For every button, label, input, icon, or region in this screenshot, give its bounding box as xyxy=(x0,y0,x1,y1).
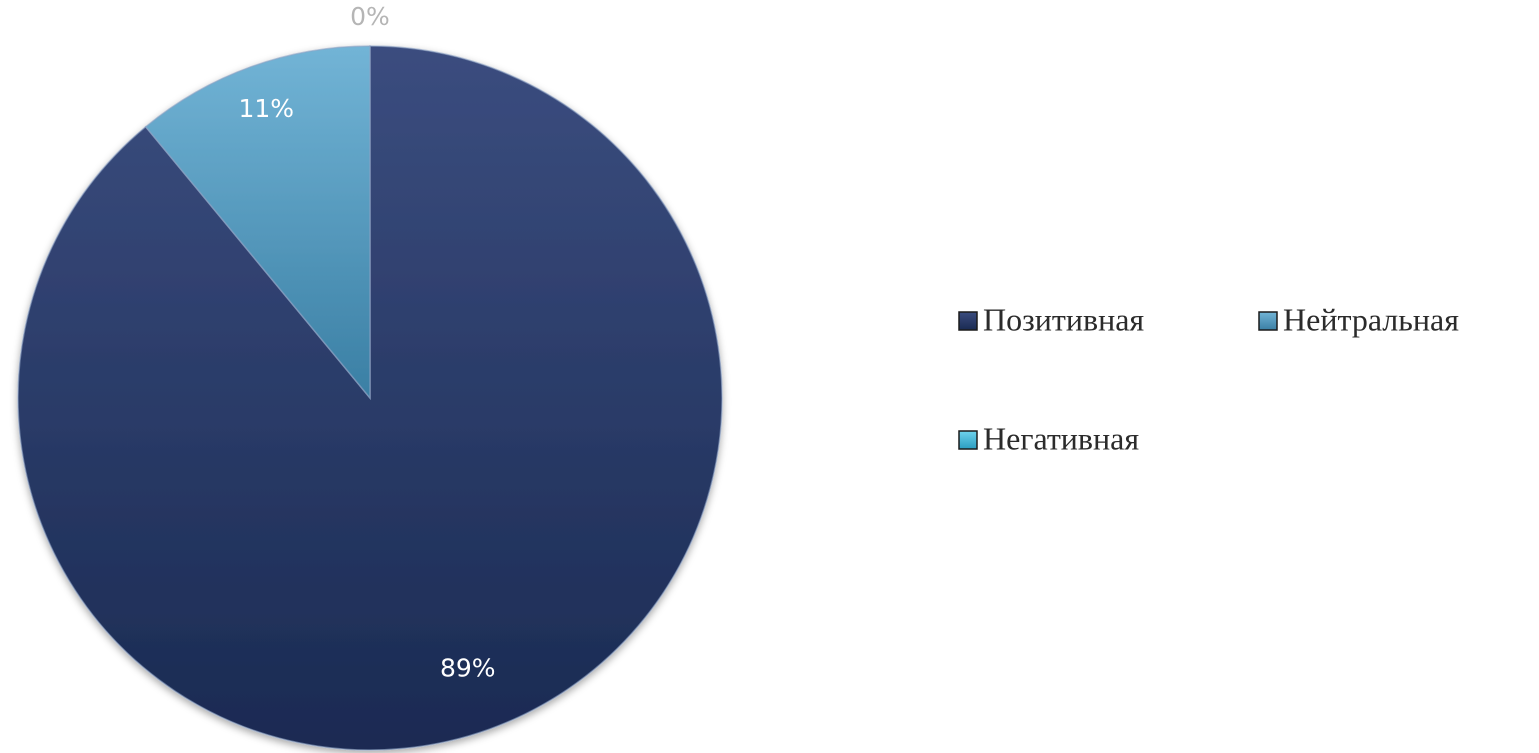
legend-label-нейтральная: Нейтральная xyxy=(1283,301,1459,337)
legend-item-нейтральная: Нейтральная xyxy=(1258,301,1459,337)
legend-label-негативная: Негативная xyxy=(983,420,1139,456)
data-label-позитивная: 89% xyxy=(440,654,496,683)
legend-label-позитивная: Позитивная xyxy=(983,301,1144,337)
data-label-нейтральная: 11% xyxy=(238,94,294,123)
legend-item-негативная: Негативная xyxy=(958,420,1139,456)
pie-slices xyxy=(17,45,723,751)
data-label-негативная: 0% xyxy=(350,2,390,31)
pie-slice-нейтральная xyxy=(144,45,371,401)
legend-swatch-негативная xyxy=(958,430,978,450)
legend-swatch-позитивная xyxy=(958,311,978,331)
legend: Позитивная Нейтральная Негативная xyxy=(958,301,1459,456)
data-labels: 89% 11% 0% xyxy=(238,2,495,683)
legend-swatch-нейтральная xyxy=(1258,311,1278,331)
legend-item-позитивная: Позитивная xyxy=(958,301,1144,337)
